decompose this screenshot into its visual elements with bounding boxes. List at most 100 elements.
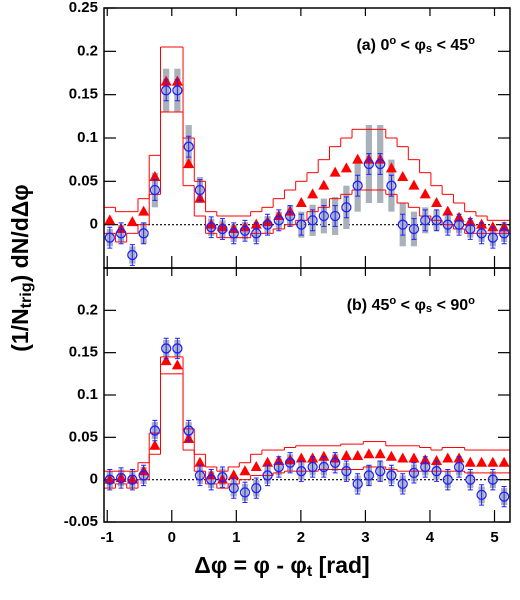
triangle-marker [104, 214, 116, 225]
error-bar [265, 213, 271, 236]
triangle-marker [487, 221, 499, 232]
circle-marker [183, 141, 194, 152]
text-part: [rad] [312, 552, 370, 578]
text-part: (1/N [7, 308, 33, 351]
error-bar [186, 419, 192, 442]
triangle-marker [340, 162, 352, 173]
error-bar [129, 469, 135, 491]
text-part: (b) 45 [347, 297, 390, 314]
triangle-marker [318, 179, 330, 190]
triangle-marker [408, 452, 420, 463]
circle-marker [329, 210, 341, 222]
error-bar [332, 452, 338, 474]
error-bar [355, 473, 361, 495]
x-tick-label: 5 [490, 529, 498, 546]
y-tick-label: 0.1 [77, 386, 98, 403]
triangle-marker [295, 197, 307, 207]
error-bar [388, 464, 394, 487]
triangle-marker [487, 456, 499, 467]
error-bar [298, 213, 304, 236]
triangle-marker [126, 216, 138, 227]
error-bar [411, 218, 417, 240]
error-bar [253, 222, 259, 245]
circle-marker [397, 478, 408, 490]
circle-marker [172, 343, 183, 354]
circle-marker [431, 215, 442, 226]
y-tick-label: -0.05 [64, 513, 98, 530]
error-bar [366, 153, 372, 175]
circle-marker [228, 482, 239, 494]
triangle-marker [419, 188, 431, 199]
panel-label: (a) 0o < φs < 45o [356, 35, 475, 55]
triangle-marker [408, 179, 420, 190]
triangle-marker [183, 158, 195, 168]
circle-marker [262, 470, 273, 481]
panel-label: (b) 45o < φs < 90o [347, 295, 475, 315]
error-bar [479, 484, 485, 506]
circle-marker [183, 425, 194, 436]
y-tick-label: 0.25 [69, 0, 98, 16]
circle-marker [206, 222, 217, 233]
circle-marker [408, 223, 420, 235]
error-bar [141, 464, 147, 487]
circle-marker [318, 461, 329, 473]
error-bar [253, 477, 259, 499]
x-axis-title: Δφ = φ - φt [rad] [194, 552, 369, 580]
triangle-marker [250, 460, 262, 471]
error-bar [355, 174, 361, 197]
triangle-marker [397, 452, 409, 463]
text-part: t [307, 562, 313, 580]
text-part: o [389, 35, 396, 47]
circle-marker [453, 219, 465, 230]
triangle-marker [160, 355, 172, 366]
error-bar [107, 469, 113, 491]
error-bar [400, 213, 406, 236]
error-bar [388, 174, 394, 197]
circle-marker [375, 158, 386, 170]
error-bar [321, 205, 327, 227]
error-bar [310, 456, 316, 478]
error-bar [152, 419, 158, 442]
circle-marker [239, 487, 251, 498]
circle-marker [465, 474, 476, 485]
text-part: < φ [396, 297, 426, 314]
circle-marker [251, 482, 262, 494]
triangle-marker [352, 449, 364, 460]
error-bar [141, 222, 147, 245]
circle-marker [172, 85, 183, 96]
circle-marker [194, 470, 206, 481]
error-bar [107, 226, 113, 249]
error-bar [242, 219, 248, 242]
text-part: < φ [396, 37, 426, 54]
circle-marker [397, 219, 408, 230]
y-tick-label: 0 [90, 471, 98, 488]
y-tick-label: 0 [90, 216, 98, 233]
error-bar [456, 456, 462, 478]
circle-marker [408, 467, 420, 479]
y-tick-label: 0.1 [77, 129, 98, 146]
error-bar [411, 462, 417, 484]
circle-marker [194, 184, 206, 196]
error-bar [298, 460, 304, 482]
triangle-marker [329, 166, 341, 177]
y-tick-label: 0.05 [69, 428, 98, 445]
error-bar [445, 469, 451, 491]
error-bar [208, 216, 214, 239]
error-bar [366, 464, 372, 487]
circle-marker [442, 474, 453, 485]
error-bar [467, 469, 473, 491]
circle-marker [251, 228, 262, 239]
error-bar [231, 222, 237, 245]
error-bar [174, 79, 180, 102]
error-bar [163, 79, 169, 102]
y-tick-label: 0.15 [69, 86, 98, 103]
circle-marker [318, 210, 329, 222]
error-bar [186, 135, 192, 158]
x-tick-label: -1 [101, 529, 114, 546]
circle-marker [217, 223, 228, 235]
error-bar [219, 218, 225, 240]
x-tick-label: 3 [361, 529, 369, 546]
circle-marker [104, 232, 115, 243]
triangle-marker [431, 455, 443, 466]
